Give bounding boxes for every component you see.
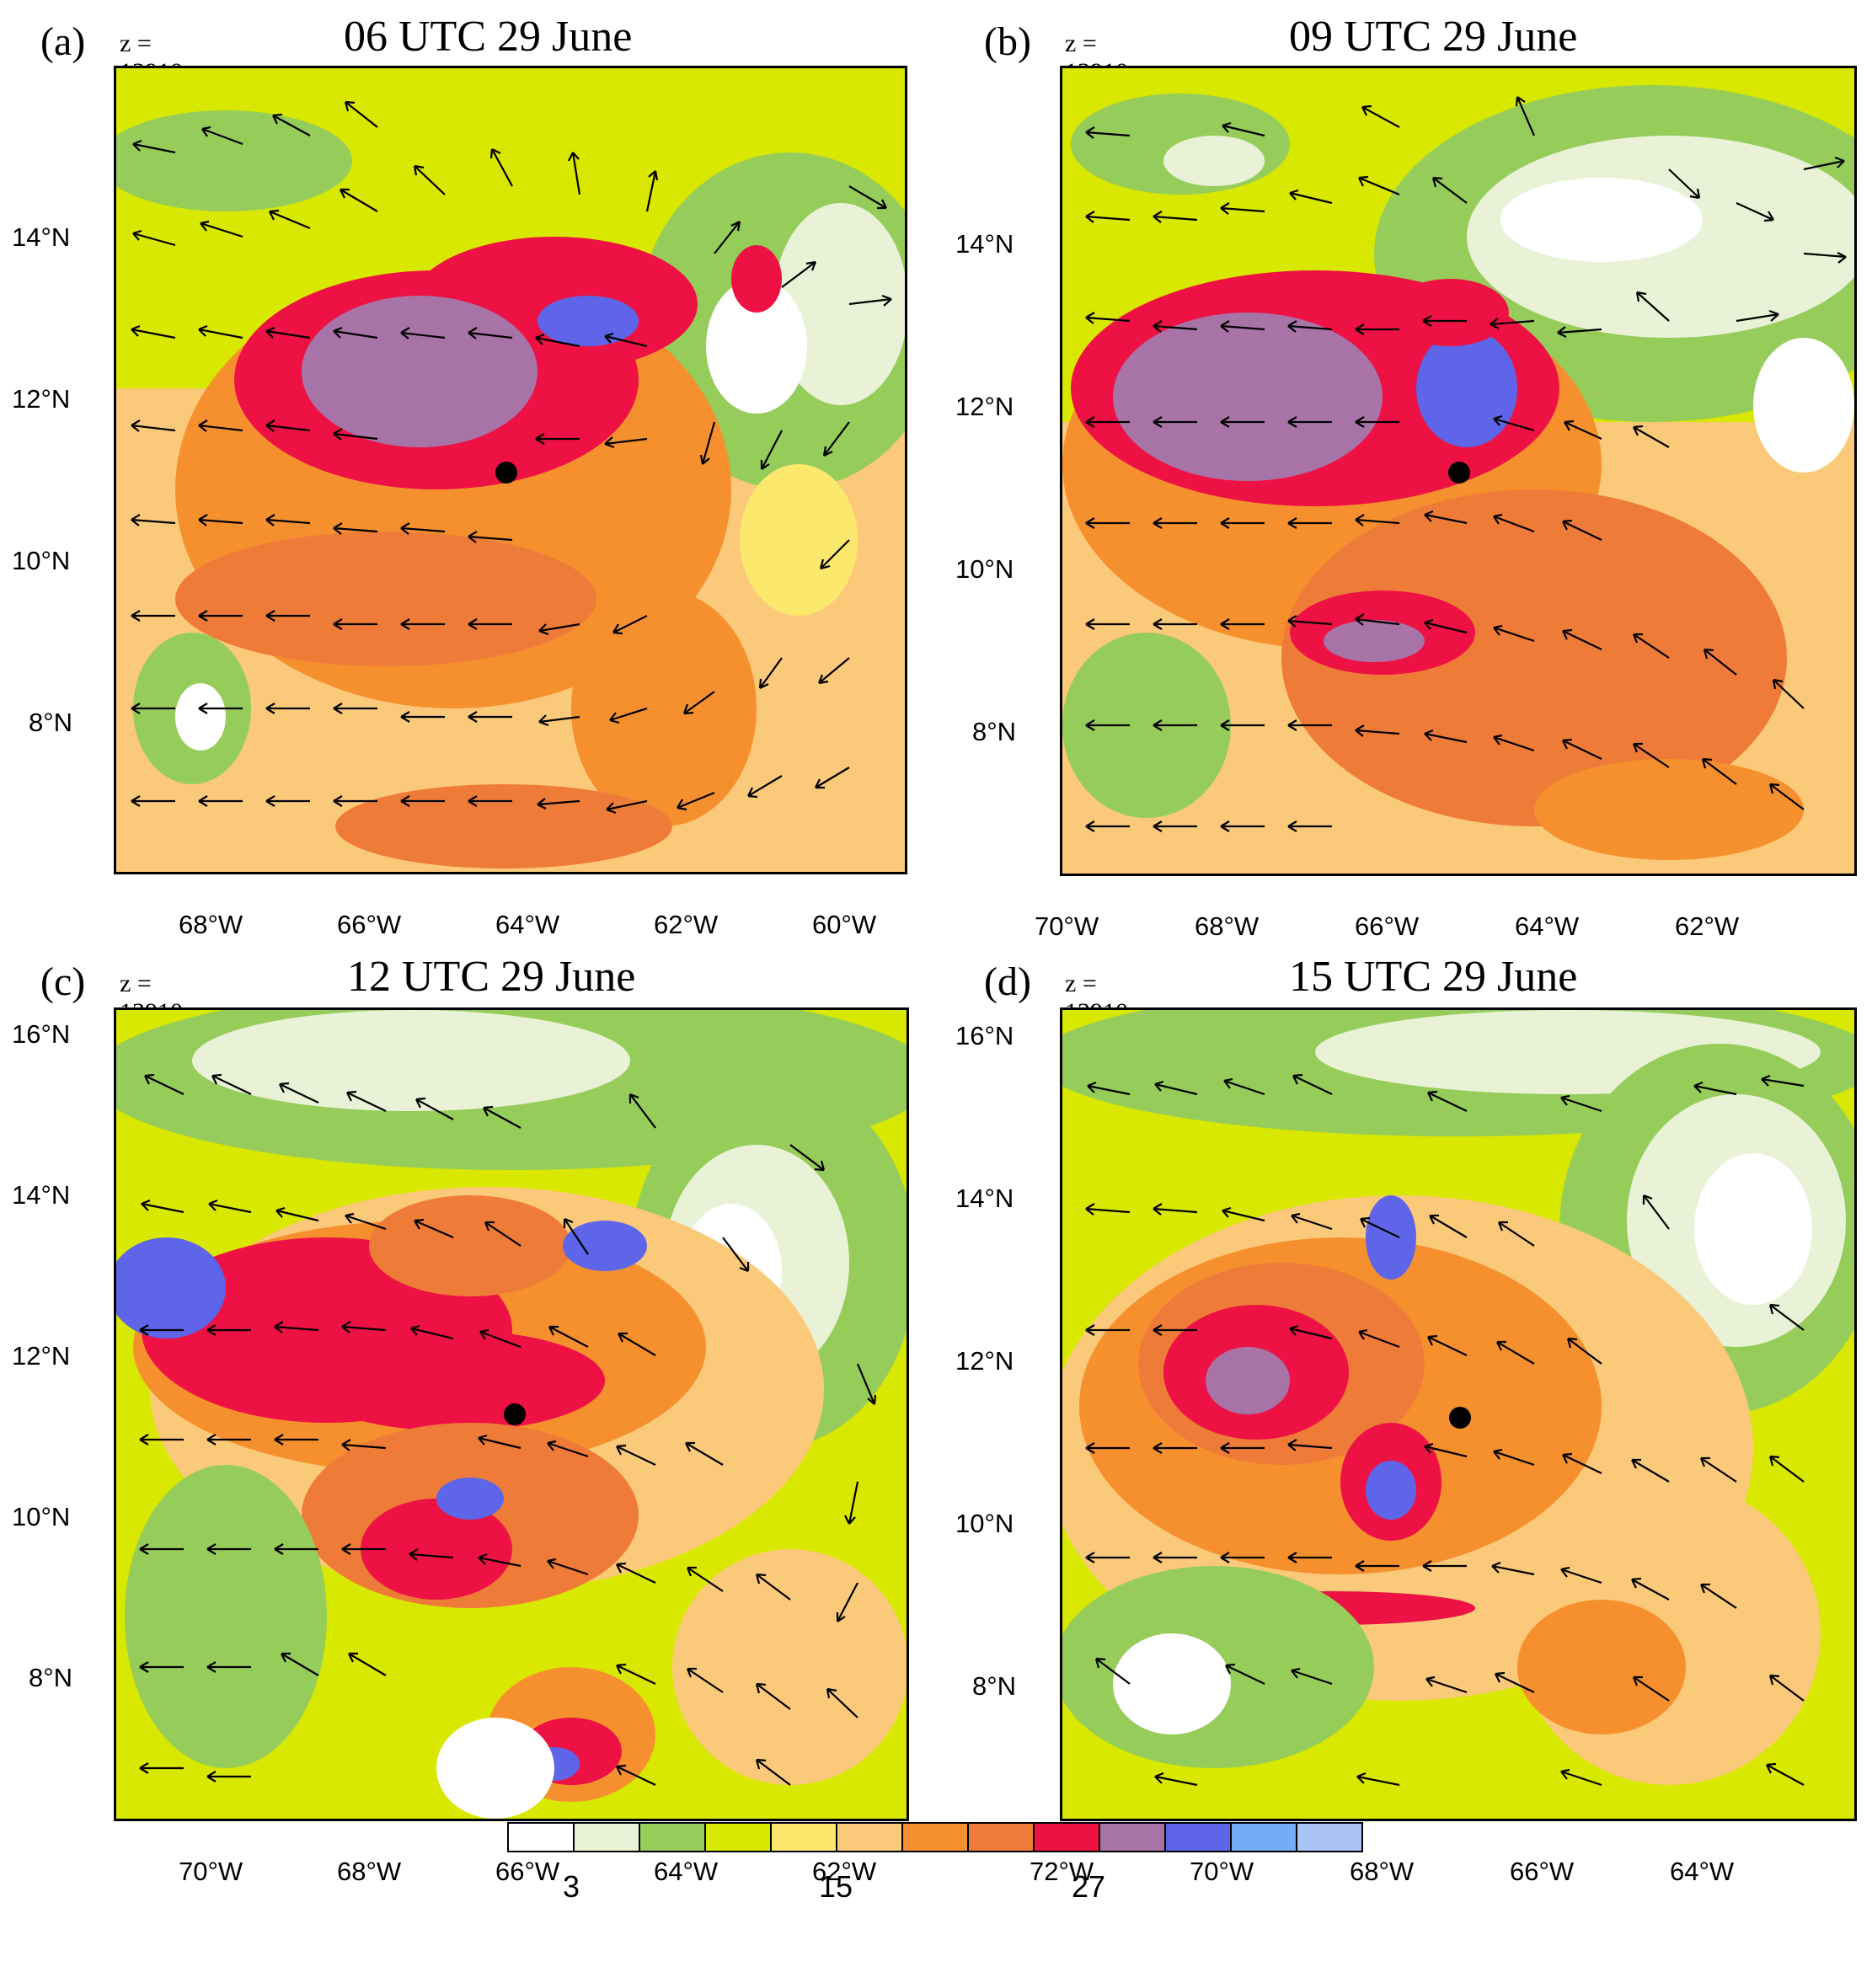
map-plot (114, 1007, 909, 1821)
lon-label: 70°W (179, 1857, 243, 1886)
colorbar-swatch (1033, 1822, 1100, 1852)
speed-shading (116, 1010, 907, 1819)
lat-label: 14°N (12, 222, 71, 252)
lon-label: 60°W (812, 910, 877, 939)
lat-label: 10°N (12, 546, 71, 575)
lon-label: 64°W (1515, 911, 1580, 941)
lat-label: 12°N (12, 384, 71, 414)
lat-label: 10°N (955, 554, 1014, 584)
lon-label: 70°W (1190, 1857, 1254, 1886)
colorbar-swatch (901, 1822, 969, 1852)
lon-label: 62°W (1675, 911, 1740, 941)
lat-label: 8°N (972, 1671, 1017, 1701)
lat-label: 12°N (955, 1346, 1014, 1376)
lon-label: 64°W (495, 910, 560, 939)
lat-label: 14°N (12, 1180, 71, 1210)
wind-vectors (1085, 1073, 1805, 1787)
panel-letter: (b) (984, 19, 1031, 64)
panel-letter: (c) (40, 959, 86, 1004)
map-plot (1060, 1007, 1857, 1821)
lat-label: 8°N (29, 1663, 73, 1692)
storm-center-marker (495, 462, 517, 484)
wind-vectors (131, 100, 892, 815)
panel-title: 12 UTC 29 June (347, 953, 636, 1001)
lat-label: 10°N (955, 1509, 1014, 1538)
colorbar-swatch (770, 1822, 837, 1852)
lon-label: 68°W (1350, 1857, 1415, 1886)
lon-label: 66°W (1510, 1857, 1575, 1886)
map-plot (114, 66, 907, 874)
lon-label: 66°W (337, 910, 402, 939)
lat-label: 8°N (972, 717, 1017, 746)
colorbar-swatch (507, 1822, 575, 1852)
lon-label: 62°W (654, 910, 719, 939)
lat-label: 14°N (955, 1184, 1014, 1213)
lon-label: 64°W (654, 1857, 719, 1886)
lon-label: 66°W (495, 1857, 560, 1886)
wind-speed-map (1062, 68, 1854, 874)
storm-center-marker (1449, 1407, 1471, 1429)
panel-title: 15 UTC 29 June (1289, 953, 1578, 1001)
wind-speed-map (116, 1010, 907, 1819)
lat-label: 16°N (955, 1021, 1014, 1050)
lon-label: 64°W (1670, 1857, 1735, 1886)
lon-label: 68°W (337, 1857, 402, 1886)
colorbar-swatch (1099, 1822, 1166, 1852)
lat-label: 14°N (955, 229, 1014, 259)
colorbar-swatch (967, 1822, 1035, 1852)
lat-label: 8°N (29, 708, 73, 737)
panel-letter: (d) (984, 959, 1031, 1004)
lon-label: 68°W (1195, 911, 1260, 941)
colorbar-swatch (639, 1822, 706, 1852)
speed-shading (1062, 68, 1854, 874)
colorbar-swatch (1164, 1822, 1232, 1852)
colorbar-swatch (836, 1822, 903, 1852)
panel-letter: (a) (40, 19, 86, 64)
colorbar-label: 15 (819, 1869, 853, 1904)
wind-vectors (1085, 96, 1847, 832)
lat-label: 12°N (955, 392, 1014, 421)
storm-center-marker (1448, 462, 1470, 484)
colorbar-swatch (573, 1822, 640, 1852)
panel-title: 06 UTC 29 June (344, 13, 633, 61)
colorbar-swatch (704, 1822, 772, 1852)
lat-label: 16°N (12, 1019, 71, 1049)
lon-label: 72°W (1030, 1857, 1094, 1886)
colorbar-label: 27 (1072, 1869, 1106, 1904)
storm-center-marker (504, 1403, 526, 1425)
colorbar-swatch (1296, 1822, 1363, 1852)
lon-label: 62°W (812, 1857, 877, 1886)
colorbar-label: 3 (563, 1869, 580, 1904)
lon-label: 68°W (179, 910, 243, 939)
panel-title: 09 UTC 29 June (1289, 13, 1578, 61)
lat-label: 12°N (12, 1341, 71, 1371)
lon-label: 70°W (1035, 911, 1099, 941)
lat-label: 10°N (12, 1502, 71, 1531)
lon-label: 66°W (1355, 911, 1420, 941)
wind-speed-map (116, 68, 905, 872)
wind-speed-map (1062, 1010, 1854, 1819)
colorbar-swatch (1230, 1822, 1297, 1852)
map-plot (1060, 66, 1857, 876)
wind-vectors (139, 1073, 877, 1786)
